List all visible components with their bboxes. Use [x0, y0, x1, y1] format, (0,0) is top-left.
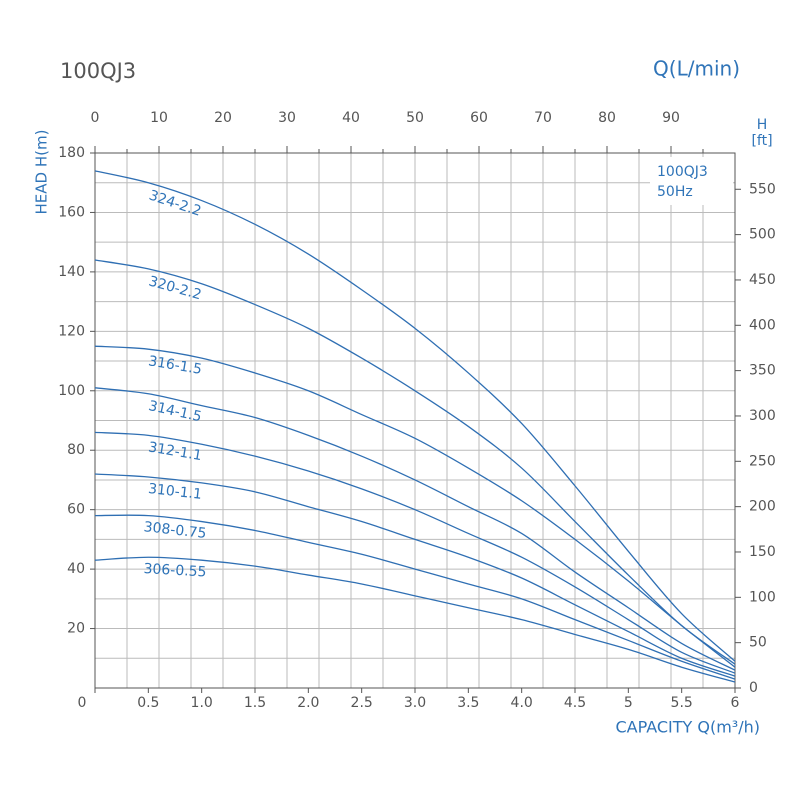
y2-tick-label: 150: [749, 544, 776, 560]
curve-label: 320-2.2: [147, 273, 203, 303]
pump-curve: [94, 259, 736, 665]
y-tick-label: 120: [58, 323, 85, 339]
y2-tick-label: 0: [749, 680, 758, 696]
y-tick-label: 40: [67, 561, 85, 577]
x-tick-label: 4.5: [564, 695, 586, 711]
chart-title: 100QJ3: [60, 59, 136, 83]
top-tick-label: 0: [91, 110, 100, 126]
x-tick-label: 2.0: [297, 695, 319, 711]
x-tick-label: 6: [731, 695, 740, 711]
plot-frame: [94, 152, 736, 689]
top-tick-label: 40: [342, 110, 360, 126]
y-tick-label: 140: [58, 264, 85, 280]
top-tick-label: 30: [278, 110, 296, 126]
x-tick-label: 1.5: [244, 695, 266, 711]
top-tick-label: 90: [662, 110, 680, 126]
x-axis-title: CAPACITY Q(m³/h): [615, 718, 760, 737]
y-tick-label: 180: [58, 145, 85, 161]
y2-tick-label: 400: [749, 317, 776, 333]
pump-curve: [94, 514, 736, 680]
x-tick-label: 0.5: [137, 695, 159, 711]
y2-tick-label: 300: [749, 408, 776, 424]
x-tick-label: 3.5: [457, 695, 479, 711]
x-tick-label: 2.5: [351, 695, 373, 711]
pump-curve: [94, 345, 736, 668]
x-tick-label: 5: [624, 695, 633, 711]
curve-label: 314-1.5: [147, 398, 203, 425]
top-tick-label: 70: [534, 110, 552, 126]
y-tick-label: 160: [58, 204, 85, 220]
x-tick-label: 0: [78, 695, 87, 711]
pump-curve: [94, 473, 736, 677]
top-axis-title: Q(L/min): [653, 57, 740, 81]
curve-label: 308-0.75: [143, 519, 207, 542]
x-tick-label: 4.0: [511, 695, 533, 711]
y2-tick-label: 450: [749, 272, 776, 288]
top-tick-label: 10: [150, 110, 168, 126]
y2-axis-title: H: [757, 117, 768, 133]
y2-tick-label: 350: [749, 363, 776, 379]
y2-tick-label: 200: [749, 499, 776, 515]
y-tick-label: 20: [67, 621, 85, 637]
curve-label: 310-1.1: [147, 481, 202, 503]
x-tick-label: 1.0: [191, 695, 213, 711]
pump-curve: [94, 170, 736, 662]
pump-curve: [94, 556, 736, 683]
y-tick-label: 60: [67, 502, 85, 518]
x-tick-label: 3.0: [404, 695, 426, 711]
pump-curve: [94, 431, 736, 674]
y-tick-label: 100: [58, 383, 85, 399]
y2-tick-label: 550: [749, 181, 776, 197]
curve-label: 324-2.2: [147, 187, 203, 219]
pump-curve: [94, 387, 736, 671]
y2-tick-label: 100: [749, 589, 776, 605]
top-tick-label: 80: [598, 110, 616, 126]
x-tick-label: 5.5: [671, 695, 693, 711]
y2-tick-label: 50: [749, 635, 767, 651]
annotation-box: [650, 157, 733, 205]
y-tick-label: 80: [67, 442, 85, 458]
annotation: 50Hz: [657, 184, 693, 200]
top-tick-label: 50: [406, 110, 424, 126]
curve-label: 306-0.55: [143, 561, 207, 580]
y2-tick-label: 250: [749, 453, 776, 469]
top-tick-label: 20: [214, 110, 232, 126]
y2-tick-label: 500: [749, 227, 776, 243]
y-axis-title: HEAD H(m): [33, 130, 51, 215]
top-tick-label: 60: [470, 110, 488, 126]
y2-axis-title: [ft]: [751, 133, 772, 149]
annotation: 100QJ3: [657, 164, 708, 180]
